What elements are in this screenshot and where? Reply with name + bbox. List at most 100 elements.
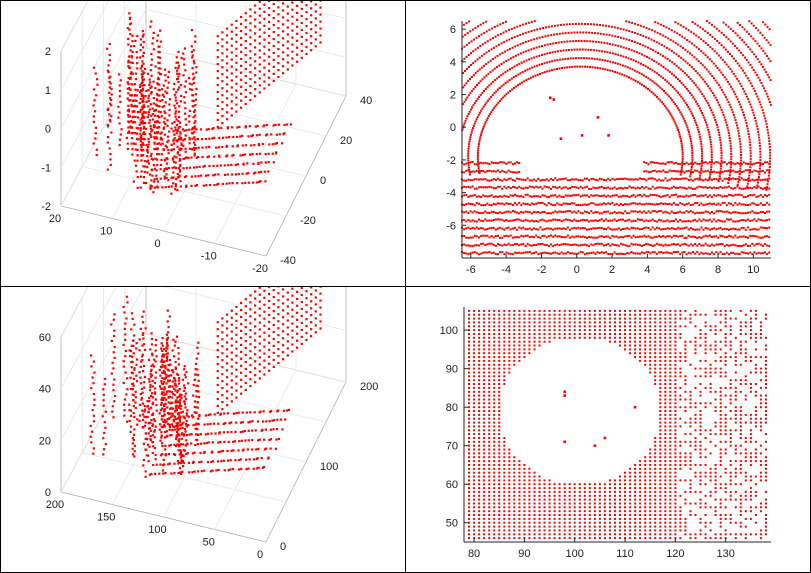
point [149,134,152,137]
point [216,97,219,101]
point [687,195,690,198]
point [696,162,699,165]
point [732,204,735,207]
point [462,124,465,127]
point [600,212,603,215]
point [154,114,157,117]
point [742,251,745,254]
point [720,146,723,149]
point [213,184,216,187]
point [711,171,713,174]
point [469,108,472,111]
point [148,407,151,410]
point [585,57,588,60]
point [651,226,654,229]
point [296,39,299,42]
point [522,32,524,35]
point [622,178,624,181]
point [679,111,682,114]
point [158,142,161,145]
point [649,252,652,255]
point [300,49,303,52]
point [127,126,130,129]
point [588,203,591,206]
point [476,70,479,73]
point [577,226,580,229]
point [564,218,567,221]
point [700,38,703,41]
point [736,244,739,247]
point [745,30,748,33]
point [469,30,472,33]
point [566,251,569,254]
point [754,71,757,74]
point [149,173,152,176]
point [671,116,674,119]
point [719,210,722,213]
point [579,204,582,207]
point [664,202,667,205]
point [617,236,620,239]
point [583,177,586,180]
point [469,252,472,255]
point [739,24,741,26]
point [182,454,185,457]
point [681,148,684,151]
point [701,152,704,155]
point [130,120,133,123]
point [282,351,285,354]
point [193,166,196,169]
point [191,137,194,140]
point [645,235,648,238]
point [93,398,96,401]
point [226,127,229,130]
point [752,111,755,114]
point [736,193,739,196]
point [484,210,487,213]
point [509,244,512,247]
point [560,243,563,246]
point [480,170,483,173]
point [226,97,229,100]
point [213,155,216,158]
point [475,100,478,102]
point [539,202,542,204]
point [675,243,677,246]
point [660,235,663,238]
point [734,234,737,237]
point [272,65,275,68]
point [178,420,182,423]
point [554,234,557,237]
point [704,210,707,213]
point [286,26,289,29]
point [501,202,504,205]
point [571,178,574,181]
point [140,382,143,385]
point [134,390,137,393]
point [172,148,175,151]
point [235,33,238,36]
point [216,56,219,59]
point [488,49,490,52]
point [677,235,680,238]
point [598,203,601,206]
point [564,236,567,239]
point [692,68,695,71]
point [556,24,559,27]
point [709,173,712,176]
point [647,77,650,80]
point [305,32,308,35]
point [469,171,472,174]
point [757,251,760,254]
point [655,41,658,44]
point [552,179,555,181]
point [132,384,135,387]
point [600,227,603,229]
point [526,202,529,205]
point [682,58,685,61]
point [717,161,720,164]
point [611,243,614,246]
point [765,92,768,95]
point [136,62,139,65]
y-tick-label: -4 [446,188,456,200]
